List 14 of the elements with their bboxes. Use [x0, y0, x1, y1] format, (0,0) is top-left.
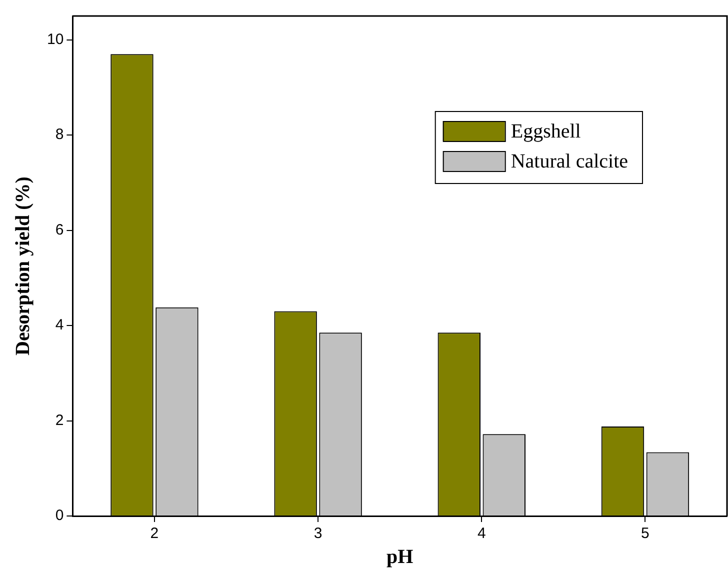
legend-label: Eggshell [510, 120, 582, 142]
y-tick-label: 0 [55, 507, 64, 524]
y-tick-label: 4 [55, 316, 64, 334]
y-tick-label: 8 [55, 126, 64, 144]
x-tick-label: 5 [641, 525, 650, 542]
y-axis-title: Desorption yield (%) [12, 176, 34, 356]
y-tick-label: 6 [55, 221, 64, 238]
y-tick-label: 10 [46, 30, 64, 48]
x-tick-label: 4 [477, 525, 486, 542]
legend-label: Natural calcite [510, 150, 628, 172]
y-tick-label: 2 [55, 412, 64, 429]
x-tick-label: 3 [314, 525, 322, 542]
x-axis-title: pH [386, 546, 414, 568]
x-tick-label: 2 [150, 525, 159, 542]
